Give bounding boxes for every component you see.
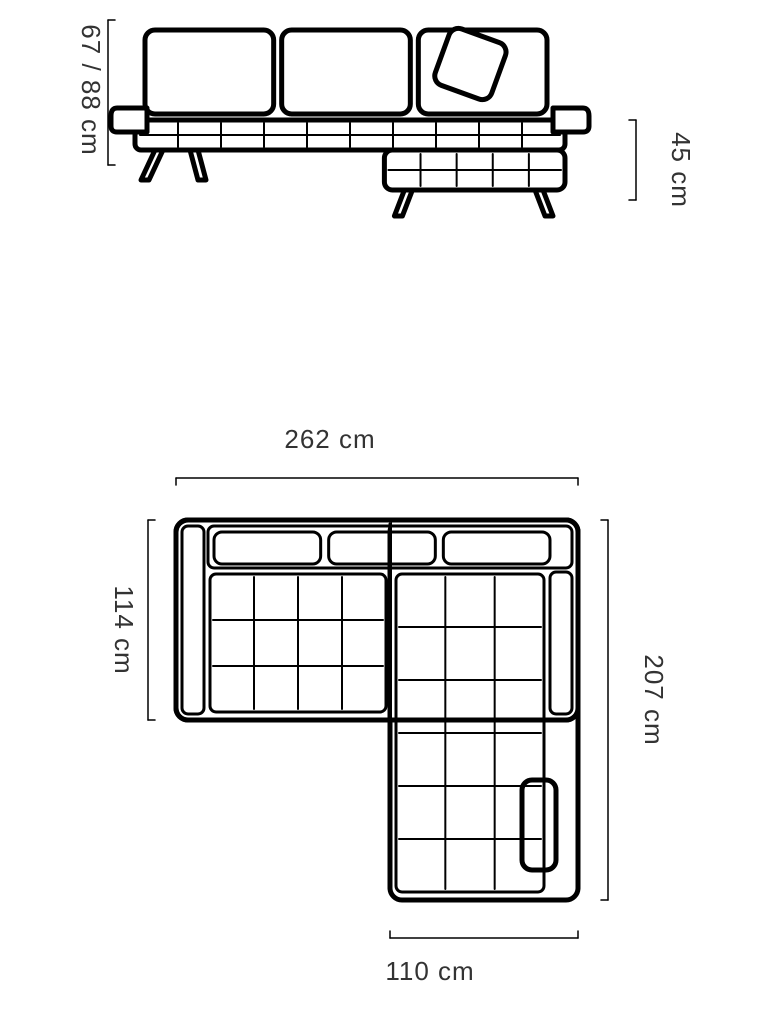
bracket-seat-height [629, 120, 636, 200]
label-height: 67 / 88 cm [76, 24, 106, 155]
bracket-length [601, 520, 608, 900]
front-view [111, 26, 589, 216]
bracket-depth [148, 520, 155, 720]
label-seat-height: 45 cm [666, 132, 696, 208]
label-depth: 114 cm [109, 585, 139, 674]
label-chaise: 110 cm [385, 956, 474, 986]
top-view [176, 520, 578, 900]
label-length: 207 cm [639, 654, 669, 745]
bracket-width [176, 478, 578, 485]
bracket-chaise [390, 931, 578, 938]
bracket-height [108, 20, 115, 165]
label-width: 262 cm [284, 424, 375, 454]
